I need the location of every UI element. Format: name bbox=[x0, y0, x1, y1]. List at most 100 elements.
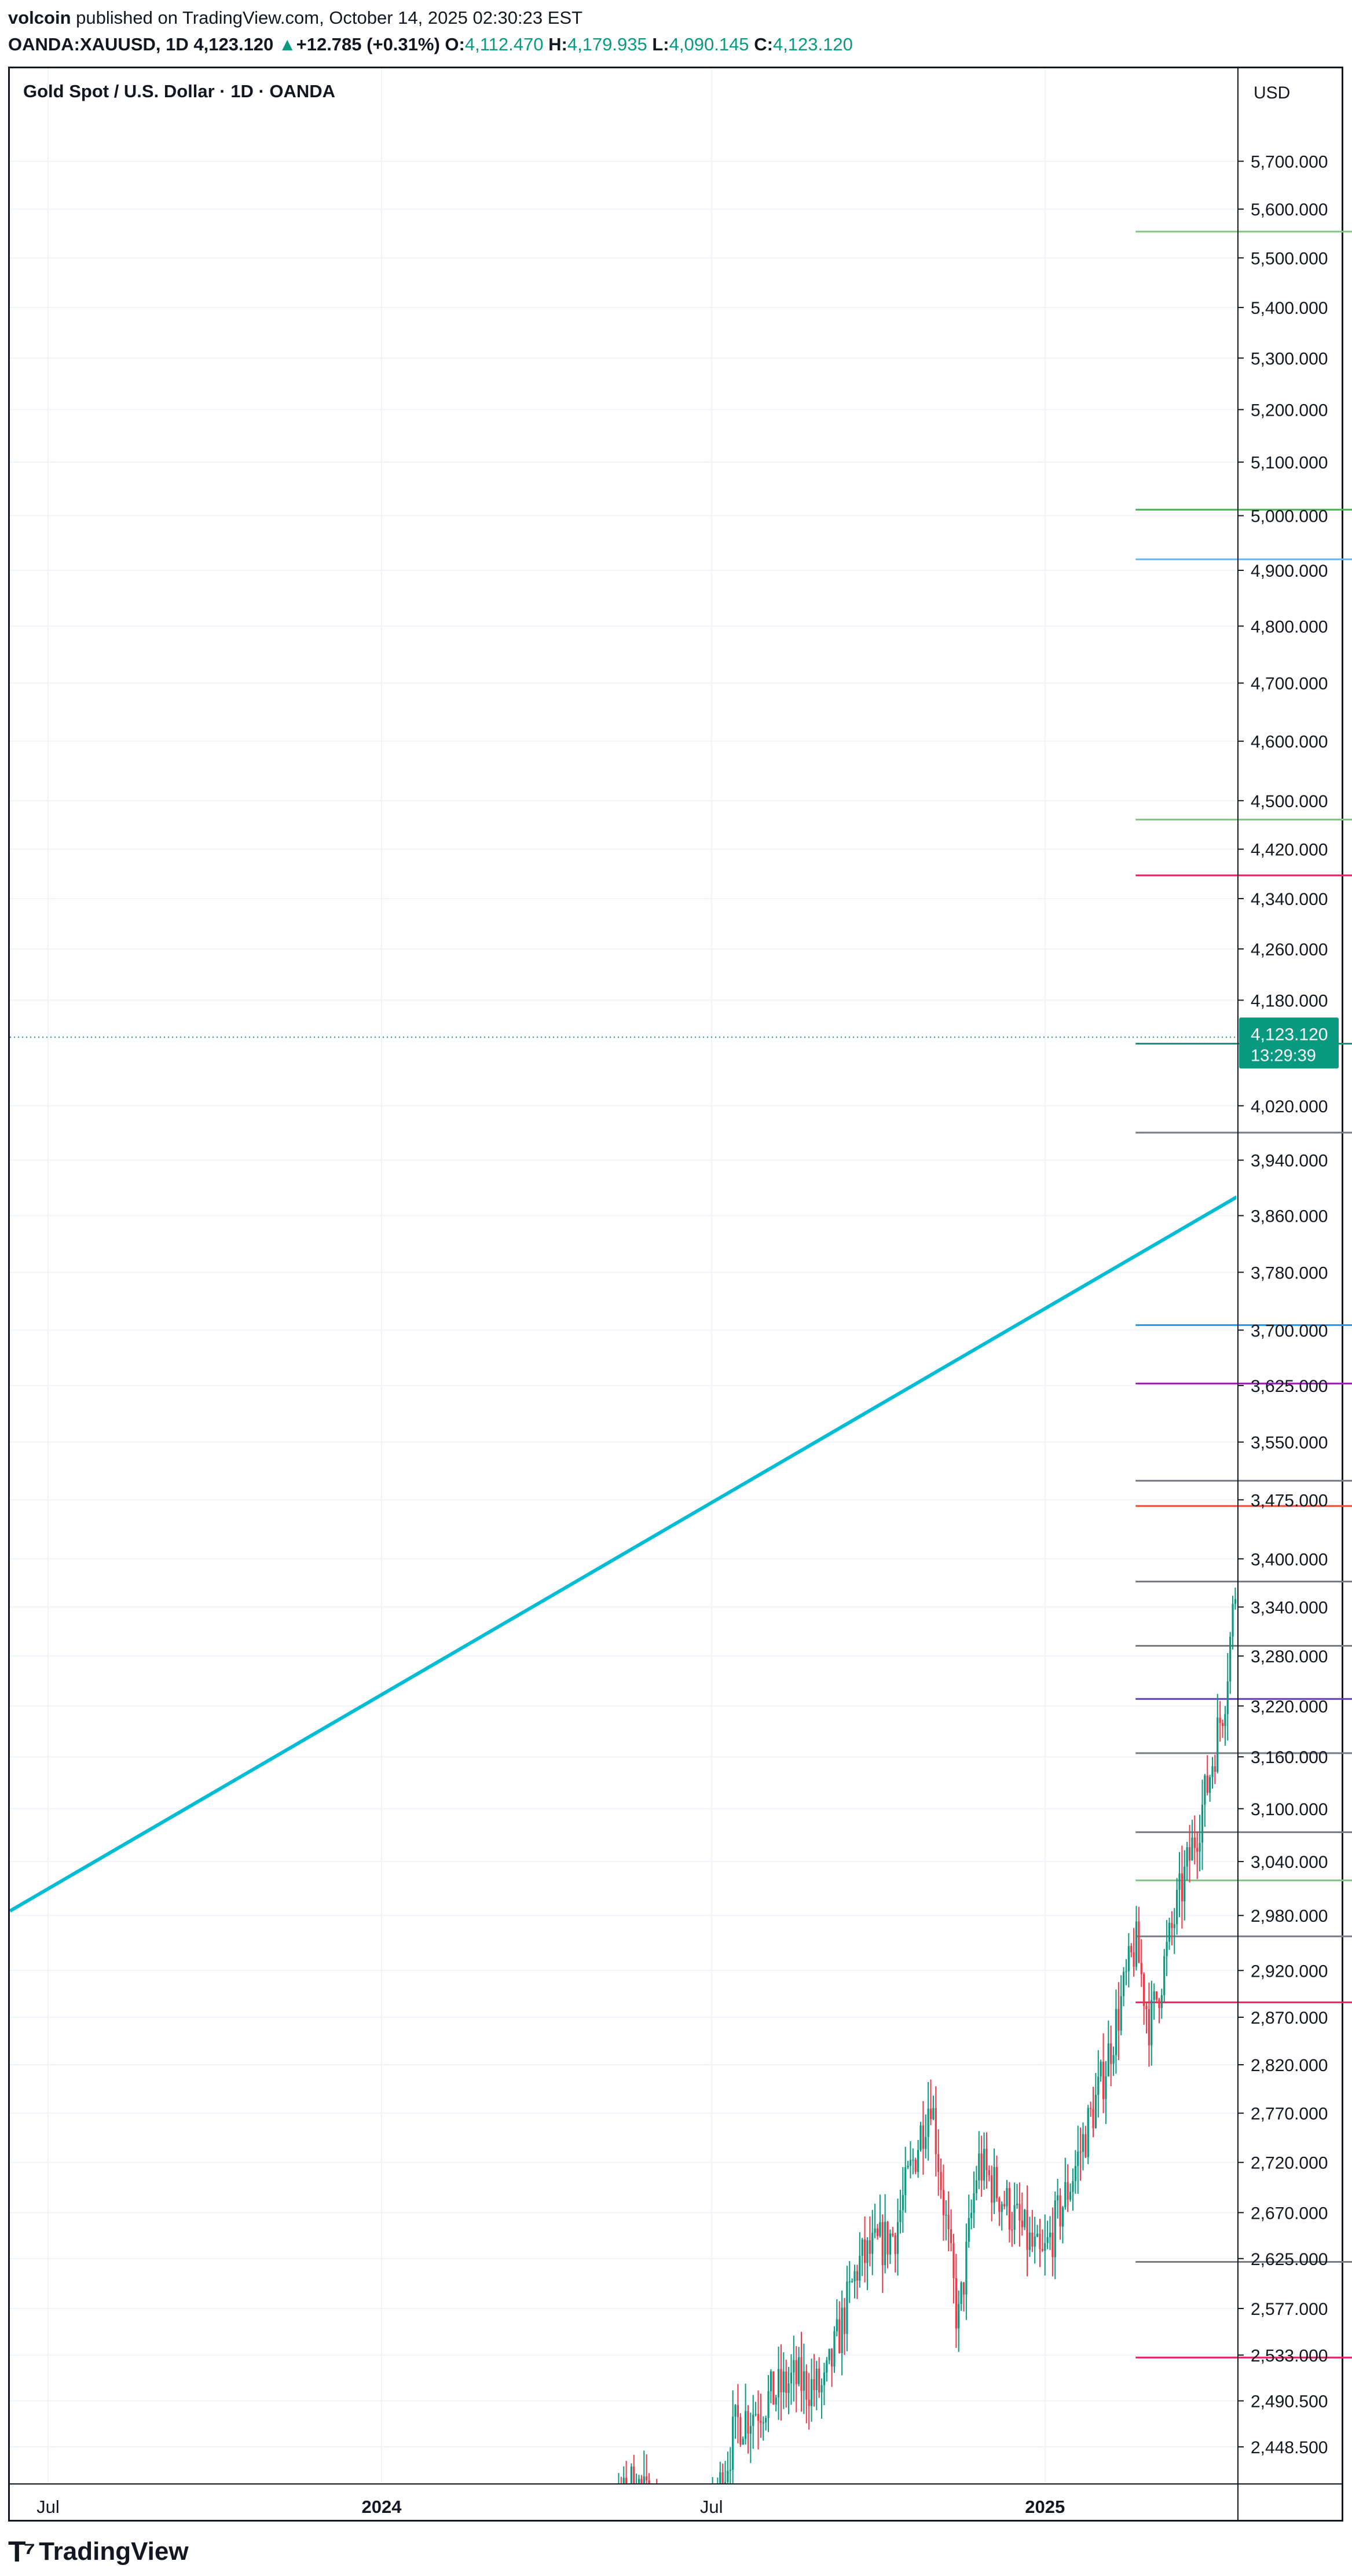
candle bbox=[925, 2114, 927, 2159]
candle bbox=[704, 2511, 706, 2576]
candle bbox=[615, 2502, 617, 2542]
candle bbox=[697, 2539, 698, 2574]
candle bbox=[1021, 2192, 1023, 2236]
candle bbox=[902, 2167, 904, 2233]
candle bbox=[1112, 2046, 1115, 2076]
candle bbox=[1224, 1706, 1226, 1746]
y-tick-label: 5,100.000 bbox=[1251, 453, 1328, 472]
currency-label[interactable]: USD bbox=[1254, 83, 1290, 102]
y-tick-label: 2,980.000 bbox=[1251, 1907, 1328, 1926]
candle bbox=[752, 2395, 754, 2449]
candle bbox=[848, 2261, 851, 2303]
candle bbox=[1001, 2201, 1003, 2231]
candle bbox=[669, 2502, 670, 2552]
candle bbox=[785, 2359, 787, 2408]
candle bbox=[1181, 1845, 1183, 1929]
candle bbox=[892, 2227, 894, 2237]
candle bbox=[689, 2540, 691, 2576]
candle bbox=[1217, 1694, 1219, 1773]
candle bbox=[841, 2290, 843, 2376]
tradingview-logo-icon: T⁷ bbox=[8, 2535, 35, 2568]
candle bbox=[658, 2508, 660, 2539]
y-tick-label: 5,000.000 bbox=[1251, 507, 1328, 526]
candle bbox=[1102, 2033, 1105, 2113]
candle bbox=[1151, 1980, 1153, 2066]
low-label: L: bbox=[652, 34, 669, 54]
y-tick-label: 5,500.000 bbox=[1251, 249, 1328, 268]
candle bbox=[1036, 2225, 1039, 2238]
publisher-name[interactable]: volcoin bbox=[8, 8, 71, 28]
candle bbox=[1339, 1507, 1340, 1538]
candle bbox=[653, 2490, 655, 2558]
candle bbox=[1072, 2168, 1074, 2211]
candle bbox=[1054, 2192, 1056, 2280]
candle bbox=[681, 2538, 683, 2576]
candle bbox=[846, 2266, 848, 2351]
candle bbox=[577, 2564, 579, 2576]
candle bbox=[760, 2394, 762, 2438]
candle bbox=[1229, 1632, 1232, 1694]
y-tick-label: 5,300.000 bbox=[1251, 349, 1328, 368]
candle bbox=[724, 2461, 727, 2484]
candle bbox=[1201, 1779, 1204, 1870]
candle bbox=[919, 2121, 922, 2152]
candle bbox=[1067, 2164, 1069, 2212]
up-arrow-icon: ▲ bbox=[278, 34, 296, 54]
chart-frame[interactable] bbox=[8, 67, 1343, 2522]
candle bbox=[610, 2518, 612, 2548]
y-tick-label: 3,400.000 bbox=[1251, 1550, 1328, 1569]
candle bbox=[904, 2146, 907, 2213]
candle bbox=[1346, 1527, 1348, 1560]
candle bbox=[1064, 2157, 1067, 2210]
last-price-badge-countdown: 13:29:39 bbox=[1251, 1046, 1316, 1065]
candle bbox=[805, 2364, 808, 2424]
candle bbox=[803, 2343, 805, 2414]
candle bbox=[1008, 2182, 1010, 2242]
candle bbox=[587, 2559, 589, 2576]
candle bbox=[673, 2545, 675, 2576]
candle bbox=[595, 2529, 596, 2576]
candle bbox=[1341, 1501, 1343, 1558]
candle bbox=[1333, 1527, 1335, 1588]
candle bbox=[775, 2394, 777, 2412]
candle bbox=[843, 2297, 846, 2355]
candle bbox=[983, 2132, 985, 2190]
candle bbox=[622, 2466, 625, 2484]
y-tick-label: 2,448.500 bbox=[1251, 2438, 1328, 2457]
x-tick-label: Jul bbox=[700, 2497, 723, 2517]
candle bbox=[777, 2346, 780, 2420]
candle bbox=[917, 2139, 919, 2178]
candle bbox=[572, 2574, 574, 2576]
candle bbox=[1069, 2183, 1072, 2202]
candle bbox=[772, 2371, 775, 2405]
symbol-label: OANDA:XAUUSD, 1D bbox=[8, 34, 189, 54]
candle bbox=[1247, 1476, 1249, 1489]
candle bbox=[820, 2378, 823, 2419]
y-tick-label: 2,577.000 bbox=[1251, 2300, 1328, 2319]
candle bbox=[813, 2354, 815, 2407]
candle bbox=[909, 2141, 912, 2179]
candle bbox=[706, 2517, 708, 2553]
candle bbox=[831, 2348, 833, 2387]
candle bbox=[1016, 2183, 1018, 2209]
candle bbox=[1242, 1527, 1244, 1556]
long-trendline[interactable] bbox=[10, 538, 1352, 1912]
tradingview-logo[interactable]: T⁷ TradingView bbox=[8, 2535, 189, 2568]
candle bbox=[1041, 2229, 1043, 2252]
y-tick-label: 3,940.000 bbox=[1251, 1152, 1328, 1171]
candle bbox=[1166, 1919, 1168, 1976]
candle bbox=[871, 2209, 874, 2275]
candle bbox=[1178, 1852, 1181, 1918]
candle bbox=[1211, 1757, 1214, 1789]
candle bbox=[729, 2447, 731, 2484]
candle bbox=[643, 2450, 645, 2484]
candle bbox=[818, 2357, 820, 2398]
candle bbox=[866, 2237, 869, 2291]
candle bbox=[1204, 1773, 1206, 1827]
candle bbox=[742, 2436, 744, 2445]
candle bbox=[1051, 2207, 1054, 2277]
candle bbox=[633, 2454, 635, 2484]
candle bbox=[1115, 1989, 1117, 2074]
candle bbox=[1303, 1674, 1305, 1682]
